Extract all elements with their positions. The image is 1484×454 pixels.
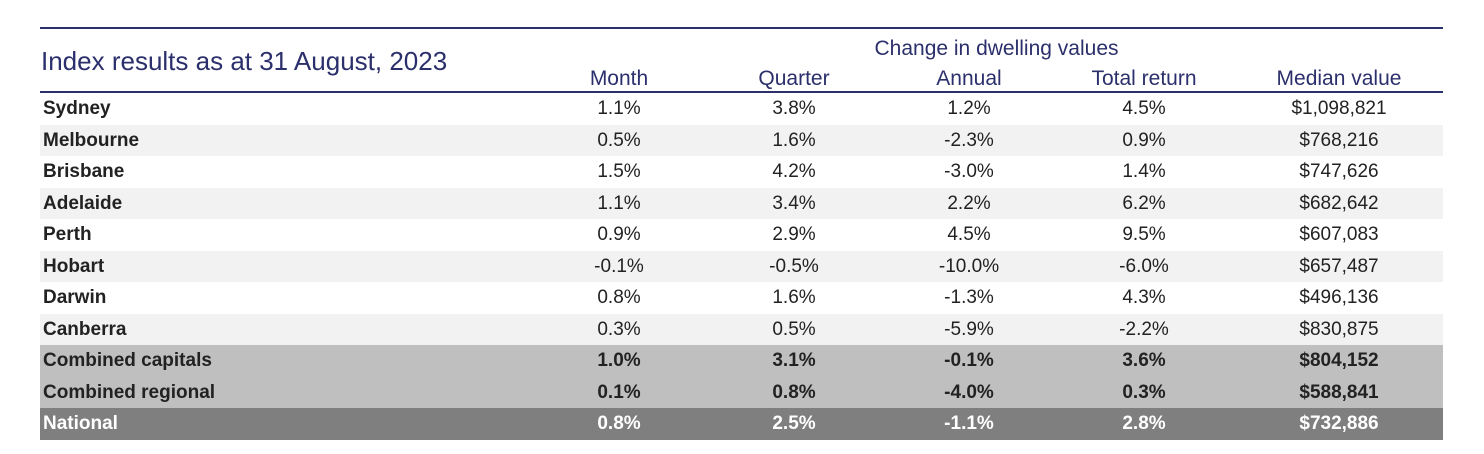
cell-median-value: $732,886 xyxy=(1299,413,1379,434)
cell-median-value: $607,083 xyxy=(1299,224,1379,245)
cell-median-value: $747,626 xyxy=(1299,161,1379,182)
row-label: Melbourne xyxy=(43,129,140,151)
cell-month: 0.9% xyxy=(597,224,641,245)
row-label: Sydney xyxy=(43,98,111,119)
table-row-adelaide: Adelaide 1.1% 3.4% 2.2% 6.2% $682,642 xyxy=(40,187,1443,219)
table-row-brisbane: Brisbane 1.5% 4.2% -3.0% 1.4% $747,626 xyxy=(40,156,1443,188)
cell-annual: 2.2% xyxy=(947,192,991,214)
cell-median-value: $804,152 xyxy=(1299,350,1379,371)
cell-total-return: 1.4% xyxy=(1122,161,1166,182)
cell-median-value: $768,216 xyxy=(1299,129,1379,151)
group-header-change-in-dwelling-values: Change in dwelling values xyxy=(874,37,1119,60)
cell-quarter: 3.8% xyxy=(772,98,816,119)
cell-month: 0.8% xyxy=(597,413,641,434)
cell-quarter: 4.2% xyxy=(772,161,816,182)
cell-quarter: 0.8% xyxy=(772,381,816,403)
table-row-combined-capitals: Combined capitals 1.0% 3.1% -0.1% 3.6% $… xyxy=(40,345,1443,377)
table-row-national: National 0.8% 2.5% -1.1% 2.8% $732,886 xyxy=(40,408,1443,440)
cell-annual: -0.1% xyxy=(944,350,994,371)
column-header-month: Month xyxy=(589,67,649,90)
top-rule xyxy=(40,27,1443,29)
cell-quarter: 2.5% xyxy=(772,413,816,434)
cell-total-return: 3.6% xyxy=(1122,350,1166,371)
header-rule xyxy=(40,91,1443,93)
table-row-sydney: Sydney 1.1% 3.8% 1.2% 4.5% $1,098,821 xyxy=(40,93,1443,125)
cell-median-value: $1,098,821 xyxy=(1291,98,1387,119)
table-title: Index results as at 31 August, 2023 xyxy=(41,46,448,76)
cell-month: 0.1% xyxy=(597,381,641,403)
cell-annual: -3.0% xyxy=(944,161,994,182)
cell-quarter: 0.5% xyxy=(772,318,816,340)
cell-annual: -1.1% xyxy=(944,413,994,434)
table-row-melbourne: Melbourne 0.5% 1.6% -2.3% 0.9% $768,216 xyxy=(40,124,1443,156)
cell-annual: -10.0% xyxy=(938,255,1000,277)
cell-total-return: 0.3% xyxy=(1122,381,1166,403)
cell-month: -0.1% xyxy=(594,255,644,277)
cell-annual: -1.3% xyxy=(944,287,994,308)
cell-quarter: 2.9% xyxy=(772,224,816,245)
row-label: Darwin xyxy=(43,287,107,308)
cell-quarter: 1.6% xyxy=(772,129,816,151)
cell-total-return: 4.5% xyxy=(1122,98,1166,119)
cell-month: 1.1% xyxy=(597,98,641,119)
cell-annual: 1.2% xyxy=(947,98,991,119)
row-label: Combined capitals xyxy=(43,350,212,371)
table-row-canberra: Canberra 0.3% 0.5% -5.9% -2.2% $830,875 xyxy=(40,313,1443,345)
cell-quarter: 3.4% xyxy=(772,192,816,214)
cell-median-value: $588,841 xyxy=(1299,381,1379,403)
cell-month: 0.5% xyxy=(597,129,641,151)
table-row-combined-regional: Combined regional 0.1% 0.8% -4.0% 0.3% $… xyxy=(40,376,1443,408)
cell-annual: -4.0% xyxy=(944,381,994,403)
cell-median-value: $496,136 xyxy=(1299,287,1379,308)
cell-annual: 4.5% xyxy=(947,224,991,245)
cell-quarter: 1.6% xyxy=(772,287,816,308)
table-row-darwin: Darwin 0.8% 1.6% -1.3% 4.3% $496,136 xyxy=(40,282,1443,314)
cell-total-return: 0.9% xyxy=(1122,129,1166,151)
row-label: National xyxy=(43,413,118,434)
row-label: Adelaide xyxy=(43,192,123,214)
cell-total-return: 6.2% xyxy=(1122,192,1166,214)
cell-quarter: -0.5% xyxy=(769,255,819,277)
cell-total-return: 2.8% xyxy=(1122,413,1166,434)
column-header-total-return: Total return xyxy=(1091,67,1197,90)
cell-month: 1.1% xyxy=(597,192,641,214)
cell-median-value: $682,642 xyxy=(1299,192,1379,214)
cell-month: 1.0% xyxy=(597,350,641,371)
column-header-annual: Annual xyxy=(936,67,1002,90)
column-header-quarter: Quarter xyxy=(758,67,830,90)
row-label: Perth xyxy=(43,224,92,245)
cell-total-return: 4.3% xyxy=(1122,287,1166,308)
cell-month: 1.5% xyxy=(597,161,641,182)
table-row-perth: Perth 0.9% 2.9% 4.5% 9.5% $607,083 xyxy=(40,219,1443,251)
table-header: Index results as at 31 August, 2023 Chan… xyxy=(40,29,1443,91)
row-label: Hobart xyxy=(43,255,105,277)
index-results-table: Index results as at 31 August, 2023 Chan… xyxy=(40,27,1443,440)
row-label: Brisbane xyxy=(43,161,125,182)
table-row-hobart: Hobart -0.1% -0.5% -10.0% -6.0% $657,487 xyxy=(40,250,1443,282)
cell-total-return: -2.2% xyxy=(1119,318,1169,340)
cell-total-return: 9.5% xyxy=(1122,224,1166,245)
cell-month: 0.3% xyxy=(597,318,641,340)
row-label: Combined regional xyxy=(43,381,216,403)
cell-median-value: $830,875 xyxy=(1299,318,1379,340)
cell-annual: -2.3% xyxy=(944,129,994,151)
cell-month: 0.8% xyxy=(597,287,641,308)
cell-total-return: -6.0% xyxy=(1119,255,1169,277)
cell-annual: -5.9% xyxy=(944,318,994,340)
cell-quarter: 3.1% xyxy=(772,350,816,371)
column-header-median-value: Median value xyxy=(1276,67,1402,90)
row-label: Canberra xyxy=(43,318,127,340)
cell-median-value: $657,487 xyxy=(1299,255,1379,277)
